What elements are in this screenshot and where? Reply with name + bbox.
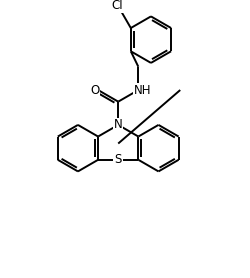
Text: N: N [114,118,122,131]
Text: O: O [90,83,100,96]
Text: Cl: Cl [112,0,123,13]
Text: NH: NH [134,83,151,96]
Text: S: S [114,153,122,166]
